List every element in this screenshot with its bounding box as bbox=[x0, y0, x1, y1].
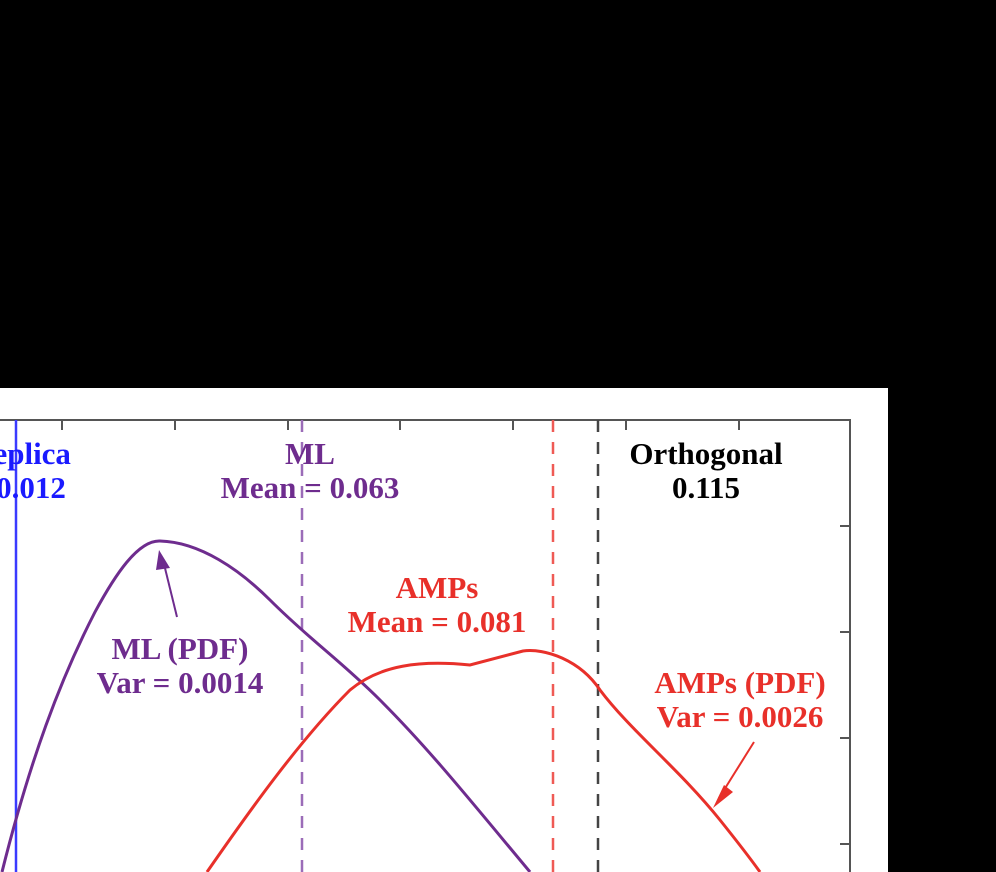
ml-pdf-var: Var = 0.0014 bbox=[96, 665, 264, 700]
plot-svg bbox=[0, 419, 851, 872]
ml-pdf-arrow bbox=[156, 550, 178, 618]
amps-name: AMPs bbox=[395, 570, 479, 605]
axes bbox=[0, 419, 851, 872]
ml-pdf-name: ML (PDF) bbox=[111, 631, 249, 666]
replica-value: 0.012 bbox=[0, 470, 66, 505]
replica-label: Replica 0.012 bbox=[0, 437, 71, 505]
ml-name: ML bbox=[285, 436, 335, 471]
right-ticks bbox=[840, 525, 850, 845]
orthogonal-value: 0.115 bbox=[671, 470, 741, 505]
ml-mean-label: ML Mean = 0.063 bbox=[221, 437, 400, 505]
amps-pdf-arrow bbox=[713, 741, 755, 808]
amps-pdf-var: Var = 0.0026 bbox=[656, 699, 824, 734]
amps-mean-value: Mean = 0.081 bbox=[347, 604, 527, 639]
amps-pdf-name: AMPs (PDF) bbox=[654, 665, 826, 700]
ml-mean-value: Mean = 0.063 bbox=[220, 470, 400, 505]
ml-pdf-curve bbox=[0, 539, 532, 872]
plot-canvas: Replica 0.012 ML Mean = 0.063 Orthogonal… bbox=[0, 388, 888, 872]
orthogonal-name: Orthogonal bbox=[629, 436, 783, 471]
replica-name: Replica bbox=[0, 436, 71, 471]
amps-mean-label: AMPs Mean = 0.081 bbox=[348, 571, 527, 639]
amps-pdf-curve bbox=[205, 649, 762, 872]
top-ticks bbox=[61, 420, 740, 430]
ml-pdf-label: ML (PDF) Var = 0.0014 bbox=[97, 632, 264, 700]
orthogonal-label: Orthogonal 0.115 bbox=[629, 437, 782, 505]
amps-pdf-label: AMPs (PDF) Var = 0.0026 bbox=[654, 666, 825, 734]
